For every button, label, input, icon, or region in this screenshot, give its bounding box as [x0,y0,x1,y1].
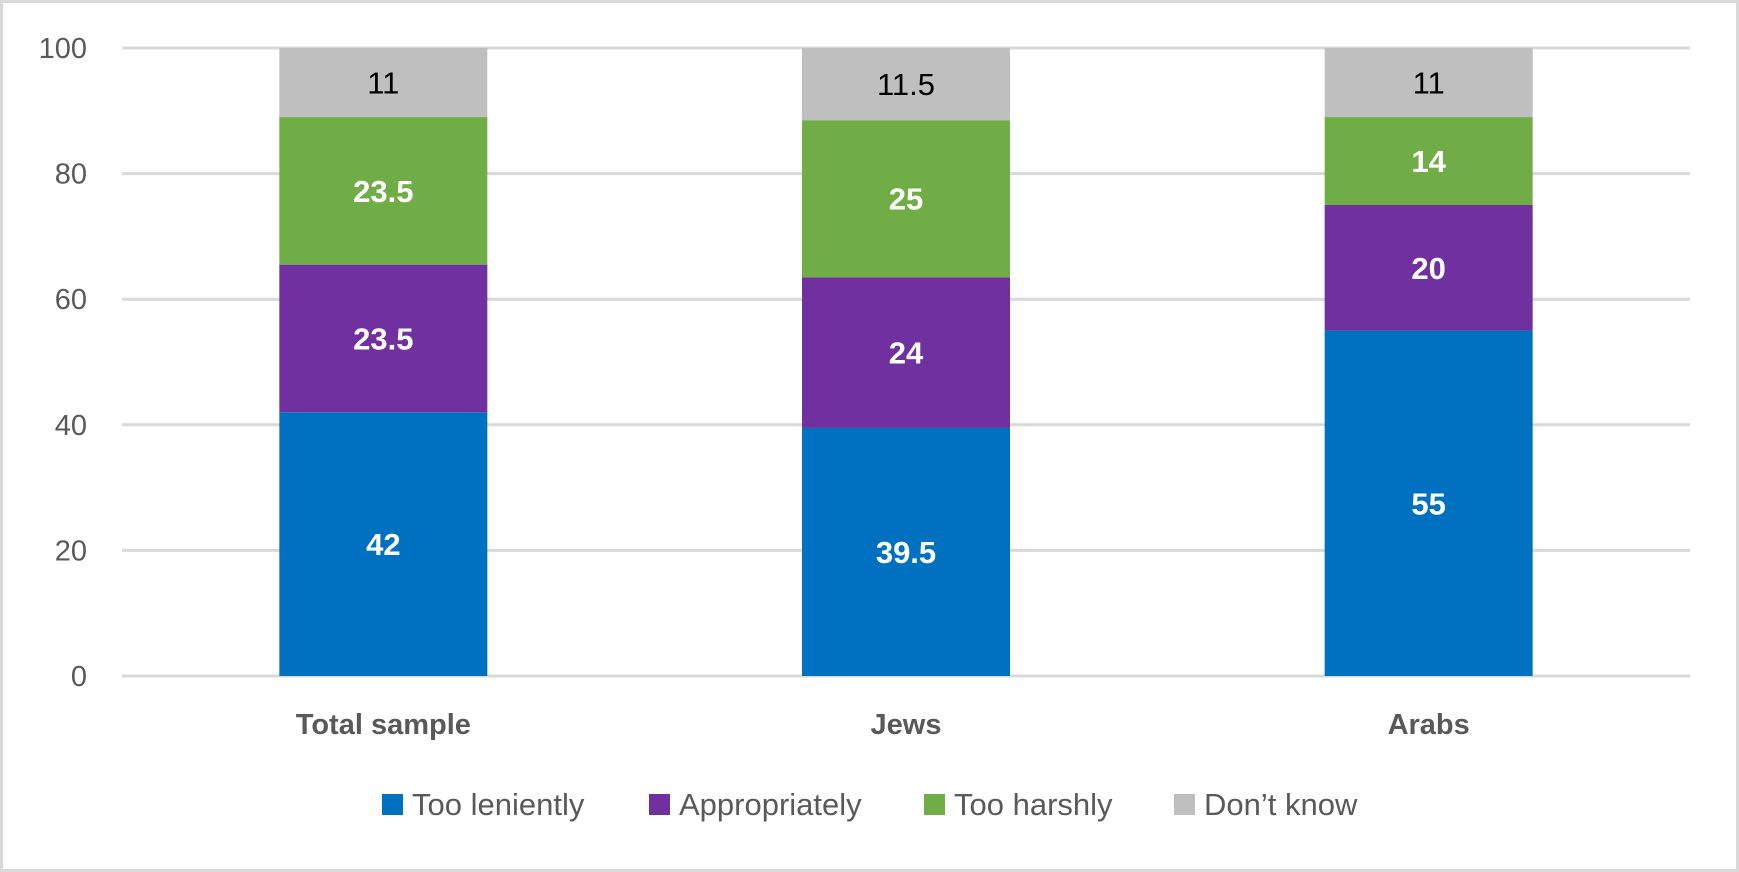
y-tick-label: 40 [55,410,87,442]
data-label: 14 [1411,144,1446,179]
bar-segment [802,427,1010,676]
legend-label: Too leniently [412,787,585,822]
bar-segment [279,412,488,676]
legend-swatch [382,794,403,815]
y-tick-label: 100 [39,33,87,65]
bar-segment [279,264,488,413]
bar-segment [802,48,1010,121]
legend-swatch [1174,794,1195,815]
y-tick-label: 80 [55,159,87,191]
bar-segment [1324,205,1533,331]
data-label: 11 [367,66,399,101]
legend-label: Appropriately [679,787,862,822]
data-label: 11.5 [877,67,935,102]
legend-swatch [649,794,670,815]
y-tick-label: 20 [55,535,87,567]
data-label: 55 [1411,486,1445,521]
bar-segment [1324,48,1533,118]
data-label: 24 [889,336,924,371]
bar-segment [1324,330,1533,676]
y-tick-label: 60 [55,284,87,316]
data-label: 25 [889,182,923,217]
legend-label: Too harshly [954,787,1113,822]
bar-segment [1324,117,1533,205]
category-label: Jews [871,709,942,741]
bar-segment [802,120,1010,278]
bar-segment [802,277,1010,428]
data-label: 23.5 [353,321,413,356]
legend-label: Don’t know [1204,787,1358,822]
category-label: Arabs [1388,709,1470,741]
y-tick-label: 0 [71,661,87,693]
data-label: 20 [1411,251,1445,286]
bar-segment [279,117,488,265]
data-label: 11 [1413,66,1445,101]
category-label: Total sample [296,709,471,741]
bar-segment [279,48,488,118]
data-label: 23.5 [353,174,413,209]
legend-swatch [924,794,945,815]
data-label: 42 [366,527,400,562]
data-label: 39.5 [876,535,936,570]
